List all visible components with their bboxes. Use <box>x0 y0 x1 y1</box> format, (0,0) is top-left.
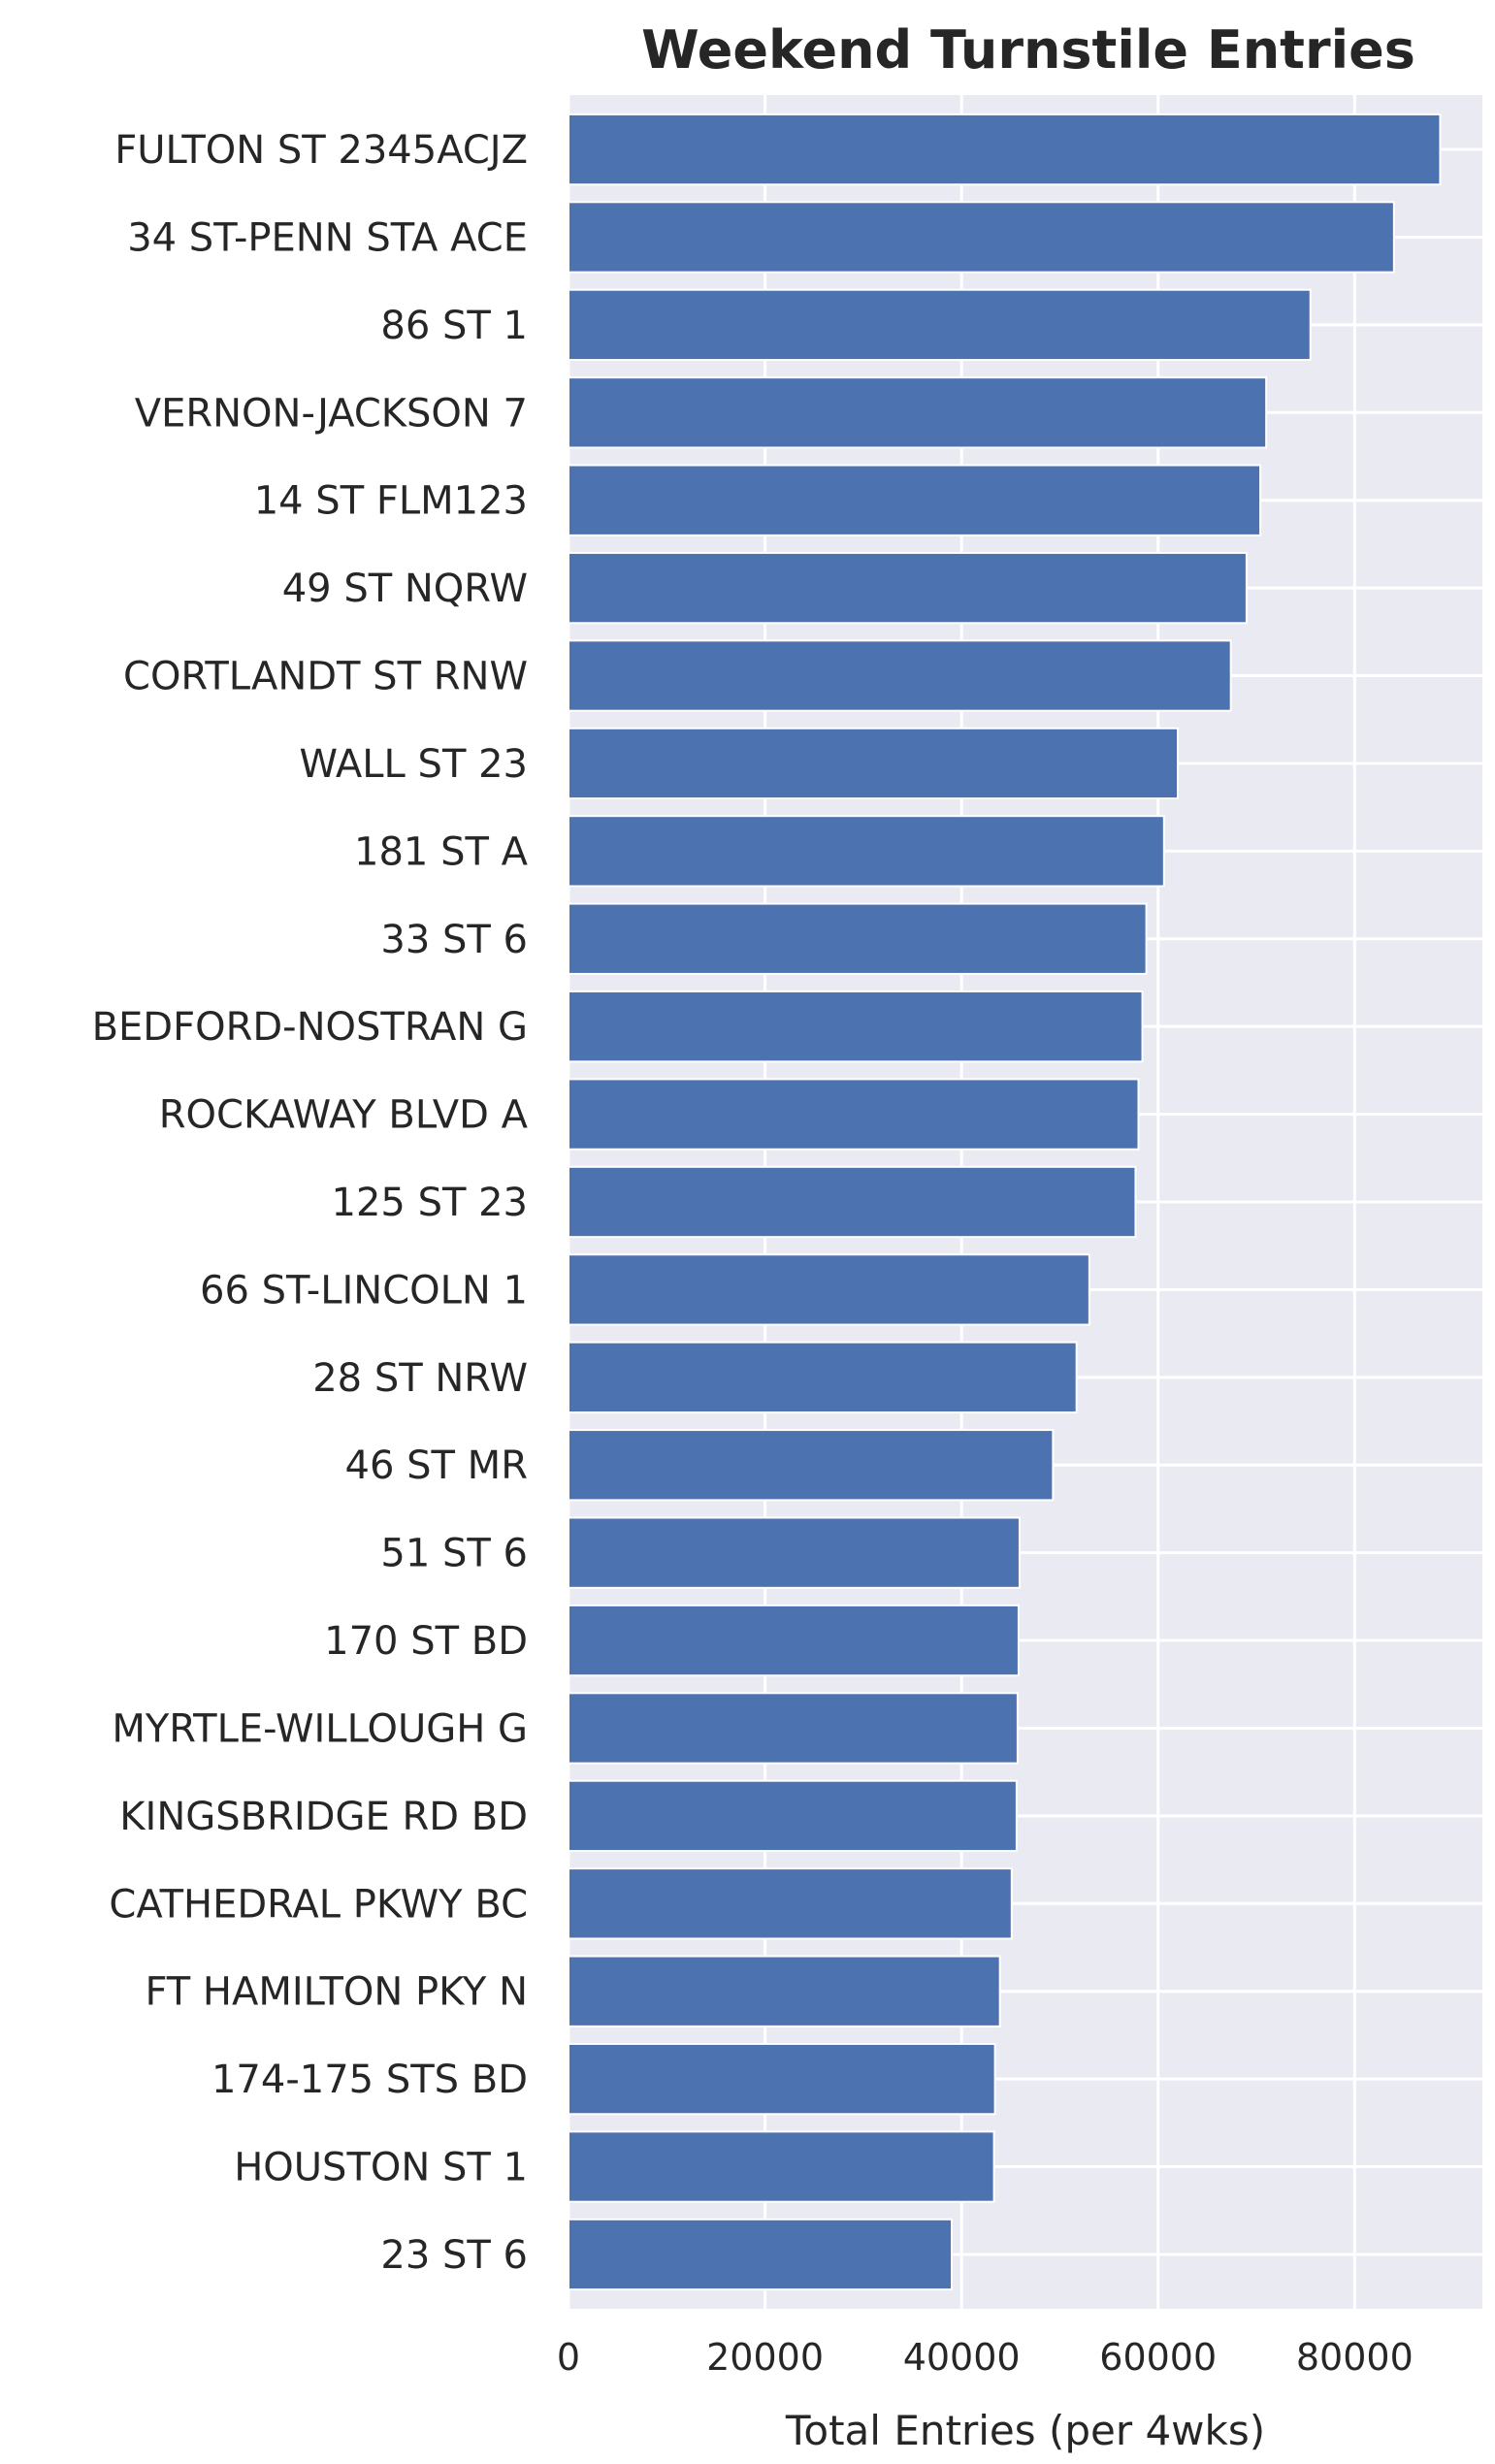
y-tick-label: HOUSTON ST 1 <box>234 2146 528 2190</box>
y-tick-label: 28 ST NRW <box>312 1356 528 1401</box>
x-tick-label: 80000 <box>1296 2336 1414 2379</box>
bar <box>568 2218 954 2291</box>
y-tick-label: 14 ST FLM123 <box>254 479 528 524</box>
bar <box>568 1692 1019 1765</box>
bar <box>568 990 1144 1063</box>
y-tick-label: 181 ST A <box>354 829 529 874</box>
bar <box>568 1078 1140 1151</box>
bar <box>568 639 1232 712</box>
bar <box>568 113 1442 186</box>
y-tick-label: 23 ST 6 <box>380 2233 528 2278</box>
bar <box>568 1253 1090 1326</box>
y-tick-label: BEDFORD-NOSTRAN G <box>92 1005 528 1050</box>
bar <box>568 902 1148 975</box>
bar <box>568 551 1248 625</box>
y-tick-label: 51 ST 6 <box>380 1532 528 1576</box>
y-tick-label: 174-175 STS BD <box>211 2058 528 2102</box>
bar <box>568 1955 1001 2027</box>
y-tick-label: 66 ST-LINCOLN 1 <box>200 1268 528 1313</box>
bar <box>568 1516 1021 1589</box>
x-tick-label: 60000 <box>1099 2336 1217 2379</box>
y-tick-label: VERNON-JACKSON 7 <box>135 391 528 436</box>
bar <box>568 1604 1020 1677</box>
y-tick-label: 170 ST BD <box>324 1619 528 1664</box>
y-tick-label: ROCKAWAY BLVD A <box>159 1093 529 1138</box>
bar <box>568 2042 996 2116</box>
y-tick-label: 125 ST 23 <box>332 1181 529 1225</box>
x-axis-label: Total Entries (per 4wks) <box>785 2407 1265 2454</box>
bar <box>568 288 1312 362</box>
bar <box>568 1867 1013 1940</box>
y-tick-label: 33 ST 6 <box>380 918 528 962</box>
y-tick-labels: FULTON ST 2345ACJZ 34 ST-PENN STA ACE 86 S… <box>92 128 529 2278</box>
y-tick-label: 86 ST 1 <box>380 304 528 348</box>
bar <box>568 815 1165 888</box>
bars <box>568 113 1442 2291</box>
y-tick-label: FULTON ST 2345ACJZ <box>114 128 528 173</box>
bar <box>568 1165 1137 1239</box>
chart-title: Weekend Turnstile Entries <box>641 19 1415 81</box>
y-tick-label: CATHEDRAL PKWY BC <box>109 1882 528 1927</box>
bar <box>568 2130 995 2203</box>
y-tick-label: KINGSBRIDGE RD BD <box>119 1795 528 1839</box>
bar <box>568 464 1262 536</box>
bar <box>568 1779 1018 1853</box>
y-tick-label: 46 ST MR <box>345 1443 528 1488</box>
x-tick-label: 0 <box>557 2336 580 2379</box>
y-tick-label: CORTLANDT ST RNW <box>123 655 528 699</box>
x-tick-labels: 0 20000 40000 60000 80000 <box>557 2336 1414 2379</box>
y-tick-label: 49 ST NQRW <box>282 567 528 611</box>
bar <box>568 376 1268 449</box>
bar <box>568 727 1179 800</box>
bar <box>568 1429 1055 1502</box>
y-tick-label: 34 ST-PENN STA ACE <box>127 215 528 260</box>
x-tick-label: 20000 <box>706 2336 824 2379</box>
y-tick-label: FT HAMILTON PKY N <box>145 1970 528 2015</box>
bar <box>568 201 1395 274</box>
x-tick-label: 40000 <box>903 2336 1021 2379</box>
bar <box>568 1341 1078 1413</box>
y-tick-label: MYRTLE-WILLOUGH G <box>112 1706 528 1751</box>
y-tick-label: WALL ST 23 <box>300 742 528 787</box>
